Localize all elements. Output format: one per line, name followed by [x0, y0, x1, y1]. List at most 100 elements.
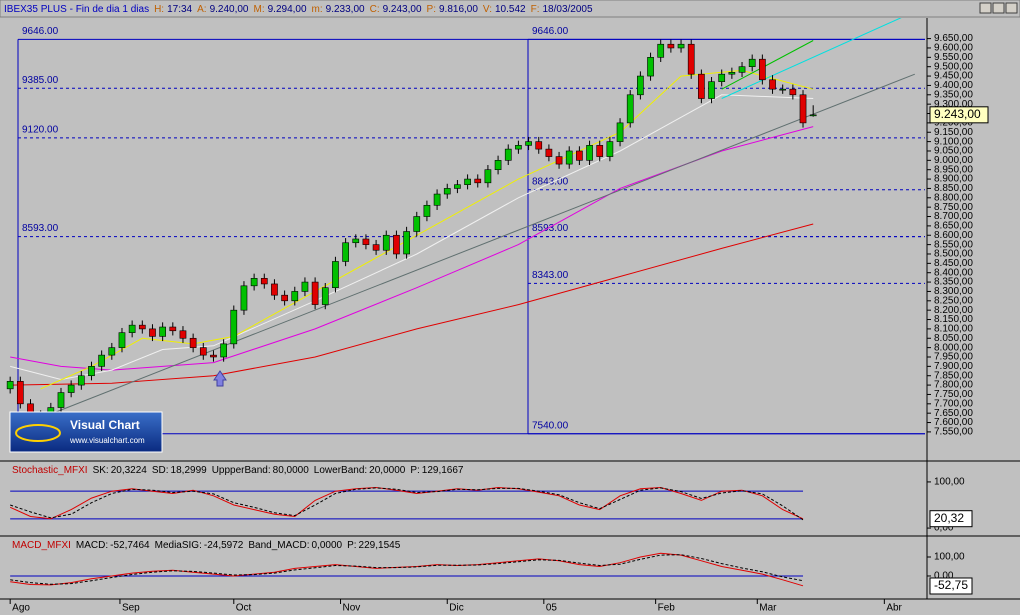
- stat-label: Band_MACD:: [248, 540, 309, 551]
- candle-body: [77, 375, 85, 386]
- stat-value: 129,1667: [422, 465, 464, 476]
- y-tick-label: 9.500,00: [934, 61, 973, 72]
- candle-body: [687, 43, 695, 75]
- y-tick-label: 8.650,00: [934, 221, 973, 232]
- y-tick-label: 8.100,00: [934, 324, 973, 335]
- y-tick-label: 7.750,00: [934, 389, 973, 400]
- candle-body: [789, 88, 797, 96]
- candle-body: [149, 328, 156, 337]
- y-tick-label: 9.100,00: [934, 136, 973, 147]
- minimize-button[interactable]: [979, 2, 992, 14]
- stat-label: MediaSIG:: [155, 540, 202, 551]
- candle-body: [667, 43, 675, 49]
- candle-body: [321, 287, 329, 305]
- candle-body: [809, 114, 817, 117]
- logo-url: www.visualchart.com: [69, 436, 145, 445]
- stat-value: 20,3224: [111, 465, 148, 476]
- y-tick-label: 8.200,00: [934, 305, 973, 316]
- indicator-line: [721, 18, 902, 99]
- header-label: F:: [531, 4, 540, 15]
- candle-body: [189, 337, 197, 348]
- value-box: [929, 510, 973, 528]
- candle-body: [748, 58, 756, 67]
- x-tick-label: Dic: [449, 603, 463, 614]
- candle-body: [240, 285, 248, 311]
- y-tick-label: 8.250,00: [934, 295, 973, 306]
- y-tick-label: 8.550,00: [934, 239, 973, 250]
- candle-body: [799, 94, 807, 124]
- close-button[interactable]: [1005, 2, 1018, 14]
- candle-body: [494, 160, 502, 171]
- x-tick-label: Feb: [658, 603, 676, 614]
- y-tick-label: 7.800,00: [934, 380, 973, 391]
- y-tick-label: 0,00: [934, 523, 954, 534]
- y-tick-label: 8.850,00: [934, 183, 973, 194]
- y-tick-label: 8.750,00: [934, 202, 973, 213]
- y-tick-label: 100,00: [934, 552, 965, 563]
- window-buttons[interactable]: [979, 2, 1018, 14]
- maximize-button[interactable]: [992, 2, 1005, 14]
- candle-body: [301, 281, 309, 292]
- indicator-name: Stochastic_MFXI: [12, 465, 88, 476]
- header-text: IBEX35 PLUS - Fin de dia 1 dias H: 17:34 A:…: [4, 4, 593, 15]
- y-tick-label: 9.000,00: [934, 155, 973, 166]
- header-label: M:: [254, 4, 265, 15]
- candle-body: [596, 145, 604, 157]
- candle-body: [769, 79, 776, 90]
- candle-body: [647, 57, 654, 77]
- header-value: 18/03/2005: [542, 4, 592, 15]
- candle-body: [98, 354, 105, 367]
- candle-body: [454, 184, 461, 189]
- logo-swoosh: [15, 424, 61, 442]
- y-tick-label: 9.550,00: [934, 52, 973, 63]
- y-tick-label: 8.150,00: [934, 314, 973, 325]
- logo-name: Visual Chart: [70, 418, 140, 432]
- header-label: C:: [370, 4, 380, 15]
- x-tick-label: Nov: [343, 603, 361, 614]
- candle-body: [403, 231, 410, 255]
- candle-body: [433, 193, 441, 206]
- indicator-line: [721, 40, 814, 90]
- candle-body: [271, 283, 278, 296]
- y-tick-label: 7.700,00: [934, 398, 973, 409]
- y-tick-label: 7.550,00: [934, 427, 973, 438]
- header-value: 9.816,00: [439, 4, 478, 15]
- signal-arrow: [213, 370, 227, 387]
- y-tick-label: 7.850,00: [934, 370, 973, 381]
- candle-body: [474, 178, 482, 184]
- level-label: 9646.00: [22, 26, 59, 37]
- stat-value: 0,0000: [312, 540, 343, 551]
- candle-body: [555, 156, 563, 165]
- stat-value: 18,2999: [171, 465, 208, 476]
- indicator-name: MACD_MFXI: [12, 540, 71, 551]
- candle-body: [626, 94, 634, 124]
- candle-body: [291, 291, 299, 302]
- candle-body: [413, 216, 421, 232]
- candle-body: [118, 332, 126, 348]
- candle-body: [342, 242, 349, 262]
- candle-body: [728, 72, 736, 75]
- header-value: 9.294,00: [268, 4, 307, 15]
- stat-label: MACD:: [76, 540, 108, 551]
- candle-body: [698, 73, 705, 99]
- candle-body: [779, 88, 787, 91]
- level-label: 9385.00: [22, 75, 59, 86]
- candle-body: [565, 150, 573, 165]
- candle-body: [606, 141, 614, 157]
- candle-body: [16, 381, 24, 405]
- stat-label: P:: [347, 540, 356, 551]
- candle-body: [108, 347, 116, 356]
- x-tick-label: Ago: [12, 603, 30, 614]
- value-box: [929, 106, 989, 124]
- candle-body: [718, 73, 726, 82]
- header-label: P:: [427, 4, 436, 15]
- value-box-label: 20,32: [934, 511, 964, 525]
- stat-label: P:: [410, 465, 419, 476]
- y-tick-label: 8.600,00: [934, 230, 973, 241]
- x-tick-label: Abr: [886, 603, 902, 614]
- header-label: V:: [483, 4, 492, 15]
- stat-value: -24,5972: [204, 540, 244, 551]
- x-tick-label: 05: [546, 603, 558, 614]
- candle-body: [169, 326, 177, 332]
